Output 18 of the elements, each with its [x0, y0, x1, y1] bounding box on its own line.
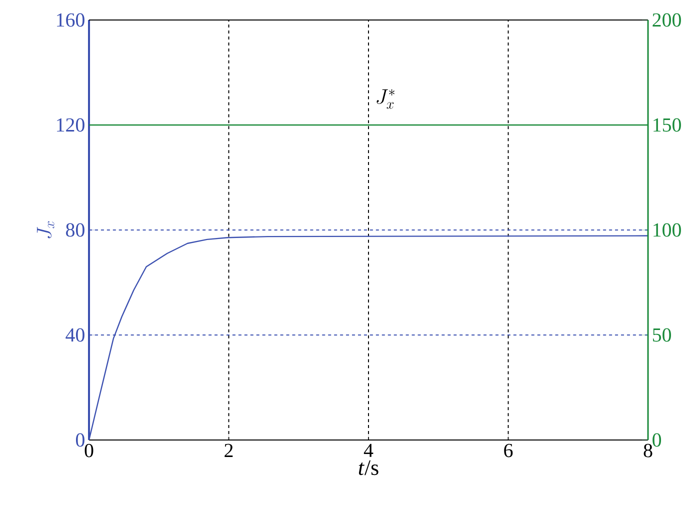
annotation: $J_x^*$ — [376, 89, 394, 109]
y2-tick-label: 150 — [654, 118, 681, 132]
y2-tick-label: 200 — [652, 13, 681, 27]
y-tick-label: 80 — [66, 223, 84, 237]
x-tick-label: 0 — [84, 444, 94, 458]
y-tick-label: 160 — [57, 13, 84, 27]
y-tick-label: 120 — [57, 118, 84, 132]
x-axis-title: t/s — [358, 460, 378, 476]
x-tick-label: 6 — [504, 444, 513, 458]
x-tick-label: 4 — [364, 444, 374, 457]
x-tick-label: 2 — [224, 444, 233, 458]
y-axis-title: $J_x$ — [36, 221, 54, 238]
y-tick-label: 40 — [66, 328, 84, 342]
y-tick-label: 0 — [76, 433, 84, 447]
y2-tick-label: 50 — [652, 328, 671, 342]
y2-tick-label: 100 — [654, 223, 681, 237]
x-tick-label: 8 — [644, 444, 652, 458]
y2-tick-label: 0 — [652, 433, 662, 447]
